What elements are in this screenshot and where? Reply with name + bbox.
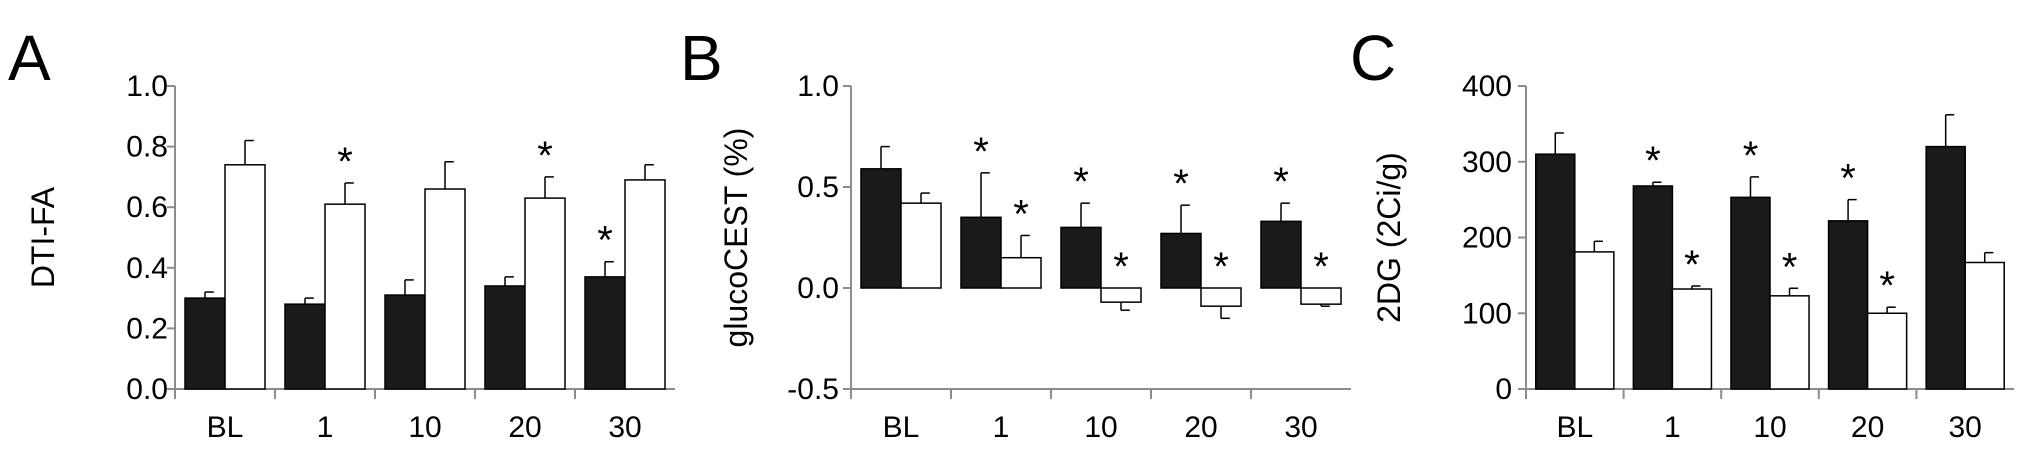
x-tick-label: 10	[1084, 411, 1117, 444]
significance-star: *	[337, 140, 353, 184]
bar-dark	[860, 168, 902, 289]
significance-star: *	[1173, 162, 1189, 206]
bar-dark	[584, 276, 626, 390]
x-tick-label: 1	[1664, 411, 1681, 444]
significance-star: *	[1273, 160, 1289, 204]
bar-dark	[384, 294, 426, 390]
significance-star: *	[1073, 160, 1089, 204]
y-tick-label: 0.5	[797, 171, 839, 204]
bar-white	[1300, 287, 1342, 305]
bar-white	[324, 203, 366, 390]
significance-star: *	[1840, 157, 1856, 201]
y-axis-label: glucoCEST (%)	[718, 128, 754, 348]
bar-dark	[484, 285, 526, 390]
x-tick-label: 20	[508, 411, 541, 444]
x-tick-label: 20	[1184, 411, 1217, 444]
x-tick-label: 30	[608, 411, 641, 444]
x-tick-label: 1	[317, 411, 334, 444]
y-tick-label: -0.5	[787, 373, 839, 406]
chart-panel-c: C 2DG (2Ci/g) 0 100 200 300 400 BL 1 * * 10 * * 20 * * 30	[1350, 22, 2014, 444]
x-tick-label: 10	[1753, 411, 1786, 444]
panel-label: A	[8, 22, 51, 94]
significance-star: *	[973, 130, 989, 174]
bar-white	[524, 197, 566, 390]
significance-star: *	[1113, 245, 1129, 289]
y-tick-label: 0	[1495, 373, 1512, 406]
x-tick-label: 30	[1284, 411, 1317, 444]
bar-dark	[1632, 185, 1674, 390]
bar-dark	[1827, 220, 1869, 390]
significance-star: *	[1013, 192, 1029, 236]
bar-dark	[184, 297, 226, 390]
bar-white	[1200, 287, 1242, 307]
y-tick-label: 100	[1462, 297, 1512, 330]
bar-white	[1100, 287, 1142, 303]
bar-white	[424, 188, 466, 390]
x-tick-label: 30	[1949, 411, 1982, 444]
y-tick-label: 200	[1462, 222, 1512, 255]
y-tick-label: 0.0	[797, 272, 839, 305]
y-tick-label: 1.0	[797, 70, 839, 103]
y-tick-label: 0.0	[126, 373, 168, 406]
significance-star: *	[1684, 243, 1700, 287]
significance-star: *	[597, 219, 613, 263]
y-tick-label: 1.0	[126, 70, 168, 103]
x-tick-label: BL	[207, 411, 244, 444]
bar-white	[1574, 251, 1615, 390]
bar-dark	[1060, 226, 1102, 289]
significance-star: *	[1879, 264, 1895, 308]
x-tick-label: 20	[1851, 411, 1884, 444]
significance-star: *	[537, 134, 553, 178]
y-tick-label: 400	[1462, 70, 1512, 103]
y-tick-label: 0.8	[126, 131, 168, 164]
bar-white	[224, 164, 266, 390]
y-tick-label: 0.4	[126, 252, 168, 285]
significance-star: *	[1782, 245, 1798, 289]
panel-label: C	[1350, 22, 1396, 94]
significance-star: *	[1743, 134, 1759, 178]
x-tick-label: 10	[408, 411, 441, 444]
bar-dark	[1730, 196, 1771, 390]
y-axis-label: DTI-FA	[25, 186, 61, 288]
bar-dark	[1535, 153, 1576, 390]
bar-white	[900, 202, 942, 289]
bar-dark	[1925, 145, 1966, 390]
bar-dark	[284, 303, 326, 390]
significance-star: *	[1313, 245, 1329, 289]
bar-dark	[1160, 232, 1202, 289]
bar-white	[1671, 288, 1713, 390]
x-tick-label: 1	[993, 411, 1010, 444]
y-tick-label: 300	[1462, 146, 1512, 179]
bar-white	[1769, 295, 1810, 390]
bar-white	[1000, 256, 1042, 289]
x-tick-label: BL	[883, 411, 920, 444]
bar-dark	[1260, 220, 1302, 289]
bar-dark	[960, 216, 1002, 289]
chart-panel-a: A DTI-FA 0.0 0.2 0.4 0.6 0.8 1.0 BL 1 * 10 20 * 30 *	[8, 22, 675, 444]
y-tick-label: 0.6	[126, 191, 168, 224]
significance-star: *	[1213, 245, 1229, 289]
significance-star: *	[1645, 139, 1661, 183]
bar-white	[624, 179, 666, 390]
x-tick-label: BL	[1556, 411, 1593, 444]
panel-label: B	[680, 22, 723, 94]
y-axis-label: 2DG (2Ci/g)	[1371, 152, 1407, 323]
bar-white	[1964, 261, 2005, 390]
bar-white	[1866, 312, 1908, 390]
y-tick-label: 0.2	[126, 312, 168, 345]
